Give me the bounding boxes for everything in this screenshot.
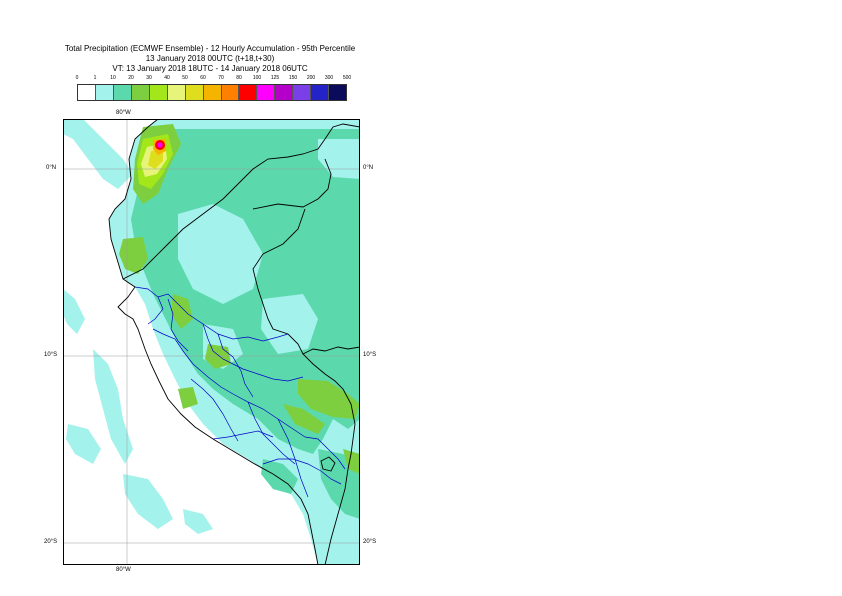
legend-color-bar xyxy=(77,84,347,101)
top-longitude-label: 80°W xyxy=(116,110,131,116)
legend-tick-label: 100 xyxy=(252,75,262,81)
precipitation-map xyxy=(63,119,360,565)
national-border xyxy=(302,346,360,355)
national-border xyxy=(252,208,356,565)
legend-tick-label: 200 xyxy=(306,75,316,81)
regional-boundary xyxy=(190,378,239,442)
legend-swatch xyxy=(257,85,276,100)
offshore-rain-patch xyxy=(93,349,133,464)
rain-light-patch xyxy=(178,204,263,304)
rain-green-core xyxy=(283,404,325,434)
legend-labels: 0 1 10 20 30 40 50 60 70 80 100 125 150 200 300 500 xyxy=(0,75,420,84)
regional-boundary xyxy=(262,458,342,485)
coastline xyxy=(108,119,319,565)
national-border xyxy=(122,123,360,280)
rain-green-core xyxy=(343,449,360,474)
lat-right-10s: 10°S xyxy=(363,352,377,358)
legend-swatch xyxy=(113,85,132,100)
regional-boundary xyxy=(167,298,189,352)
legend-tick-label: 40 xyxy=(164,75,170,81)
legend-tick-label: 10 xyxy=(110,75,116,81)
legend-tick-label: 60 xyxy=(200,75,206,81)
offshore-rain-patch xyxy=(123,474,173,529)
map-title: Total Precipitation (ECMWF Ensemble) - 1… xyxy=(64,44,356,53)
rain-green-core xyxy=(298,379,360,419)
legend-tick-label: 125 xyxy=(270,75,280,81)
legend-tick-label: 80 xyxy=(236,75,242,81)
legend-tick-label: 50 xyxy=(182,75,188,81)
rain-green-core xyxy=(178,387,198,409)
legend-swatch xyxy=(185,85,204,100)
legend-swatch xyxy=(149,85,168,100)
bottom-longitude-label: 80°W xyxy=(116,567,131,573)
legend-swatch xyxy=(167,85,186,100)
legend-swatch xyxy=(203,85,222,100)
regional-boundary xyxy=(202,323,304,382)
rain-light-patch xyxy=(261,294,318,354)
base-time: 13 January 2018 00UTC (t+18,t+30) xyxy=(145,54,275,63)
regional-boundary xyxy=(247,401,296,465)
legend-swatch xyxy=(239,85,258,100)
offshore-rain-patch xyxy=(63,119,133,189)
offshore-rain-patch xyxy=(63,289,85,334)
legend-swatch xyxy=(311,85,330,100)
legend-swatch xyxy=(293,85,312,100)
lat-left-20s: 20°S xyxy=(44,539,58,545)
national-border xyxy=(252,158,332,210)
legend-tick-label: 20 xyxy=(128,75,134,81)
legend-tick-label: 300 xyxy=(324,75,334,81)
legend-swatch xyxy=(131,85,150,100)
regional-boundary xyxy=(147,296,164,325)
legend-tick-label: 150 xyxy=(288,75,298,81)
regional-boundary xyxy=(277,418,309,498)
legend-swatch xyxy=(78,85,96,100)
regional-boundary xyxy=(217,333,254,398)
lat-left-10s: 10°S xyxy=(44,352,58,358)
legend-tick-label: 500 xyxy=(342,75,352,81)
offshore-rain-patch xyxy=(183,509,213,534)
rain-magenta-core xyxy=(157,142,163,148)
legend-swatch xyxy=(221,85,240,100)
lat-right-0: 0°N xyxy=(363,165,374,171)
regional-boundary xyxy=(212,430,274,440)
regional-boundary xyxy=(304,436,346,470)
legend-swatch xyxy=(275,85,294,100)
legend-tick-label: 30 xyxy=(146,75,152,81)
valid-time: VT: 13 January 2018 18UTC - 14 January 2… xyxy=(112,64,308,73)
legend-tick-label: 0 xyxy=(75,75,79,81)
offshore-rain-patch xyxy=(66,424,101,464)
legend-tick-label: 70 xyxy=(218,75,224,81)
legend-swatch xyxy=(95,85,114,100)
lat-left-0: 0°N xyxy=(46,165,57,171)
map-frame xyxy=(63,119,360,565)
legend-tick-label: 1 xyxy=(93,75,97,81)
lake-titicaca xyxy=(320,456,336,472)
rain-green-core xyxy=(119,237,148,274)
legend-swatch xyxy=(329,85,347,100)
lat-right-20s: 20°S xyxy=(363,539,377,545)
